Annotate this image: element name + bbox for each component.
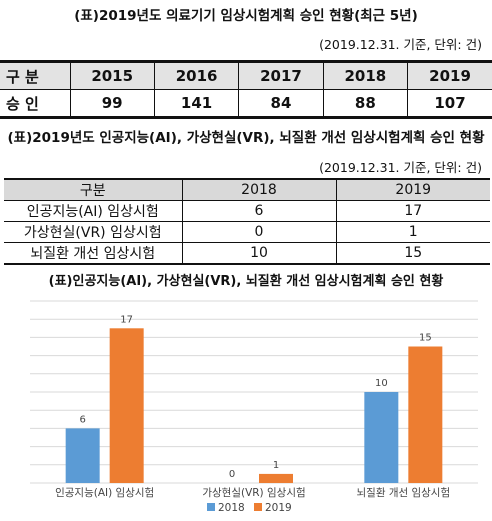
data-label: 6: [79, 414, 85, 425]
table1-title: (표)2019년도 의료기기 임상시험계획 승인 현황(최근 5년): [74, 8, 418, 24]
chart-category-labels: 인공지능(AI) 임상시험 가상현실(VR) 임상시험 뇌질환 개선 임상시험: [55, 486, 450, 499]
row-label-cell: 인공지능(AI) 임상시험: [4, 200, 183, 222]
value-cell: 17: [335, 200, 490, 222]
year-cell: 2015: [69, 60, 155, 90]
value-cell: 107: [407, 89, 492, 119]
table2-title: (표)2019년도 인공지능(AI), 가상현실(VR), 뇌질환 개선 임상시…: [7, 130, 485, 146]
header-label-cell: 구 분: [0, 60, 70, 90]
legend-label: 2019: [265, 502, 292, 514]
chart-gridlines: [30, 300, 478, 484]
value-cell: 1: [335, 221, 490, 243]
data-label: 17: [120, 314, 133, 325]
table-row: 가상현실(VR) 임상시험 0 1: [4, 221, 490, 243]
value-cell: 141: [153, 89, 239, 119]
approval-table: 구 분 2015 2016 2017 2018 2019 승 인 99 141 …: [0, 60, 492, 119]
bar-2018-2: [364, 392, 399, 483]
header-label-cell: 구분: [4, 178, 183, 201]
value-cell: 88: [322, 89, 408, 119]
legend-swatch-2018: [207, 503, 215, 511]
bar-2019-1: [259, 473, 293, 483]
year-cell: 2016: [153, 60, 239, 90]
row-label-cell: 승 인: [0, 89, 70, 119]
category-label: 뇌질환 개선 임상시험: [357, 486, 451, 499]
legend-label: 2018: [218, 502, 245, 514]
table-row: 인공지능(AI) 임상시험 6 17: [4, 200, 490, 222]
chart-title: (표)인공지능(AI), 가상현실(VR), 뇌질환 개선 임상시험계획 승인 …: [49, 273, 444, 289]
year-cell: 2017: [238, 60, 324, 90]
table-header-row: 구분 2018 2019: [4, 178, 490, 201]
bar-2019-0: [109, 328, 144, 483]
chart-legend: 2018 2019: [207, 502, 292, 514]
category-label: 가상현실(VR) 임상시험: [202, 486, 305, 499]
year-cell: 2018: [322, 60, 408, 90]
ai-vr-brain-table: 구분 2018 2019 인공지능(AI) 임상시험 6 17 가상현실(VR)…: [4, 178, 490, 265]
bar-2019-2: [408, 346, 443, 483]
data-label: 15: [419, 333, 432, 344]
data-label: 1: [273, 460, 279, 471]
row-label-cell: 가상현실(VR) 임상시험: [4, 221, 183, 243]
bar-2018-0: [65, 428, 100, 483]
chart-bars: [65, 328, 443, 483]
data-label: 10: [375, 378, 388, 389]
data-label: 0: [229, 469, 235, 480]
bar-chart: (표)인공지능(AI), 가상현실(VR), 뇌질환 개선 임상시험계획 승인 …: [30, 273, 478, 514]
year-cell: 2019: [407, 60, 492, 90]
row-label-cell: 뇌질환 개선 임상시험: [4, 242, 183, 265]
table-header-row: 구 분 2015 2016 2017 2018 2019: [0, 60, 492, 90]
value-cell: 99: [69, 89, 155, 119]
table1-note: (2019.12.31. 기준, 단위: 건): [319, 37, 482, 52]
year-cell: 2018: [181, 178, 337, 201]
chart-data-labels: 6 17 0 1 10 15: [79, 314, 431, 480]
year-cell: 2019: [335, 178, 490, 201]
value-cell: 15: [335, 242, 490, 265]
value-cell: 6: [181, 200, 337, 222]
value-cell: 0: [181, 221, 337, 243]
value-cell: 10: [181, 242, 337, 265]
value-cell: 84: [238, 89, 324, 119]
legend-swatch-2019: [254, 503, 262, 511]
category-label: 인공지능(AI) 임상시험: [55, 486, 154, 499]
table-row: 승 인 99 141 84 88 107: [0, 89, 492, 119]
table2-note: (2019.12.31. 기준, 단위: 건): [319, 160, 482, 175]
table-row: 뇌질환 개선 임상시험 10 15: [4, 242, 490, 265]
